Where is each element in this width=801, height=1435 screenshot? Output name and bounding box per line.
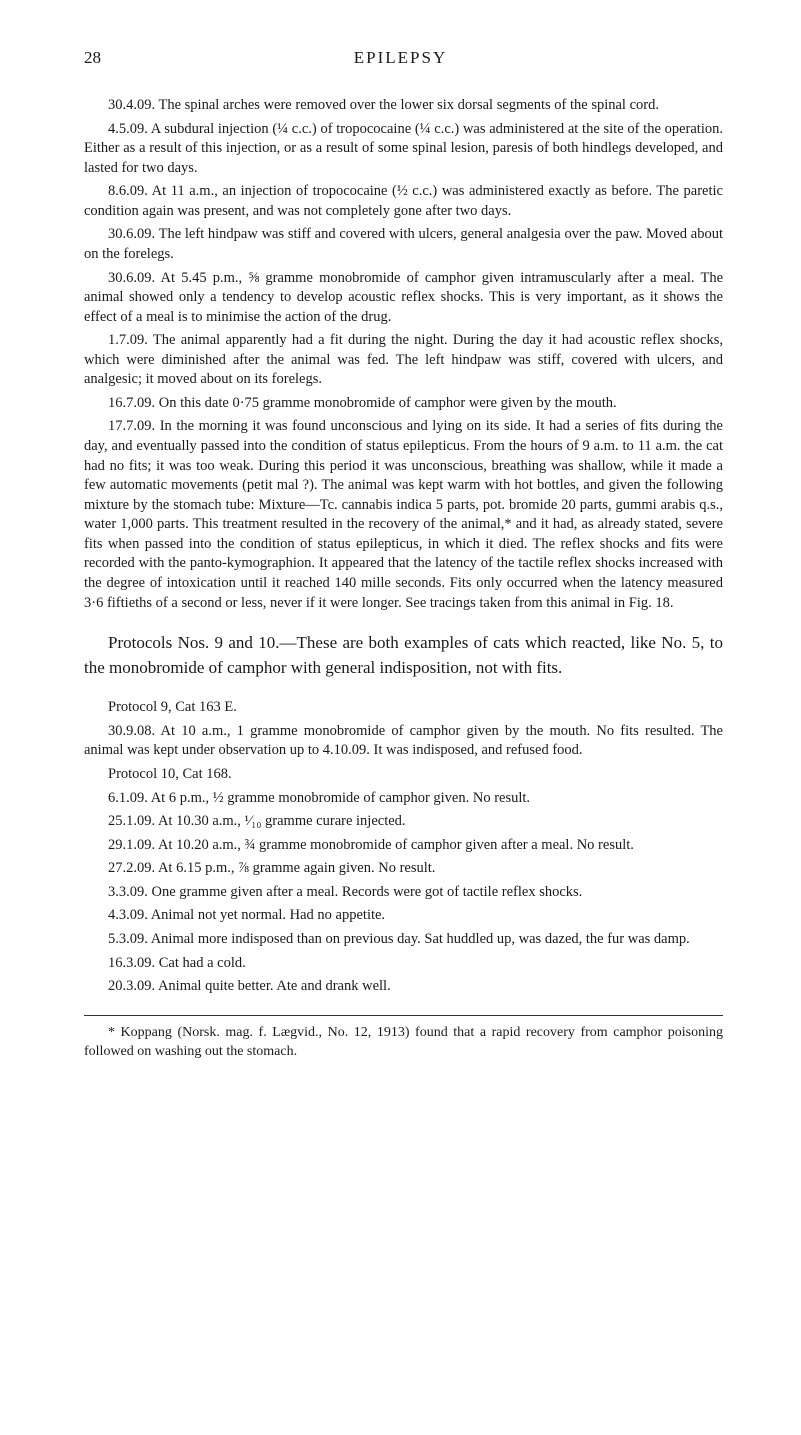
footnote-rule — [84, 1015, 723, 1016]
body-paragraph: 6.1.09. At 6 p.m., ½ gramme monobromide … — [84, 789, 723, 809]
body-paragraph: 20.3.09. Animal quite better. Ate and dr… — [84, 977, 723, 997]
footnote-text: * Koppang (Norsk. mag. f. Lægvid., No. 1… — [84, 1024, 723, 1062]
body-paragraph: 30.6.09. At 5.45 p.m., ⅝ gramme monobrom… — [84, 269, 723, 328]
section-paragraph: Protocols Nos. 9 and 10.—These are both … — [84, 631, 723, 680]
body-paragraph: 29.1.09. At 10.20 a.m., ¾ gramme monobro… — [84, 836, 723, 856]
body-paragraph: Protocol 9, Cat 163 E. — [84, 698, 723, 718]
body-paragraph: 3.3.09. One gramme given after a meal. R… — [84, 883, 723, 903]
body-paragraph: 30.9.08. At 10 a.m., 1 gramme monobromid… — [84, 722, 723, 761]
body-paragraph: 8.6.09. At 11 a.m., an injection of trop… — [84, 182, 723, 221]
body-paragraph: 30.4.09. The spinal arches were removed … — [84, 96, 723, 116]
body-paragraph: 17.7.09. In the morning it was found unc… — [84, 417, 723, 613]
body-paragraph: 1.7.09. The animal apparently had a fit … — [84, 331, 723, 390]
body-paragraph: 27.2.09. At 6.15 p.m., ⅞ gramme again gi… — [84, 859, 723, 879]
body-paragraph: 5.3.09. Animal more indisposed than on p… — [84, 930, 723, 950]
body-paragraph: 16.7.09. On this date 0·75 gramme monobr… — [84, 394, 723, 414]
page: 28 EPILEPSY 30.4.09. The spinal arches w… — [0, 0, 801, 1435]
body-paragraph: Protocol 10, Cat 168. — [84, 765, 723, 785]
body-paragraph: 4.5.09. A subdural injection (¼ c.c.) of… — [84, 120, 723, 179]
body-paragraph: 30.6.09. The left hindpaw was stiff and … — [84, 225, 723, 264]
body-paragraph: 16.3.09. Cat had a cold. — [84, 954, 723, 974]
page-number: 28 — [84, 48, 101, 68]
body-paragraph: 25.1.09. At 10.30 a.m., ¹⁄₁₀ gramme cura… — [84, 812, 723, 832]
body-paragraph: 4.3.09. Animal not yet normal. Had no ap… — [84, 906, 723, 926]
page-header: 28 EPILEPSY — [84, 48, 723, 68]
running-head: EPILEPSY — [354, 48, 447, 68]
